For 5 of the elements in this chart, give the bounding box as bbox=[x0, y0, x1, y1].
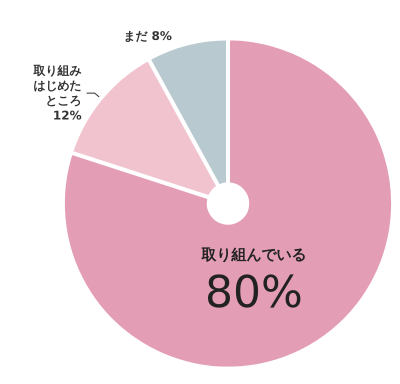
slice-label: 取り組んでいる bbox=[200, 246, 306, 264]
slice-label: 取り組みはじめたところ bbox=[32, 64, 82, 108]
slice-label: まだ 8% bbox=[123, 28, 172, 43]
data-label: 12% bbox=[52, 108, 82, 123]
data-label: 80% bbox=[205, 267, 303, 318]
